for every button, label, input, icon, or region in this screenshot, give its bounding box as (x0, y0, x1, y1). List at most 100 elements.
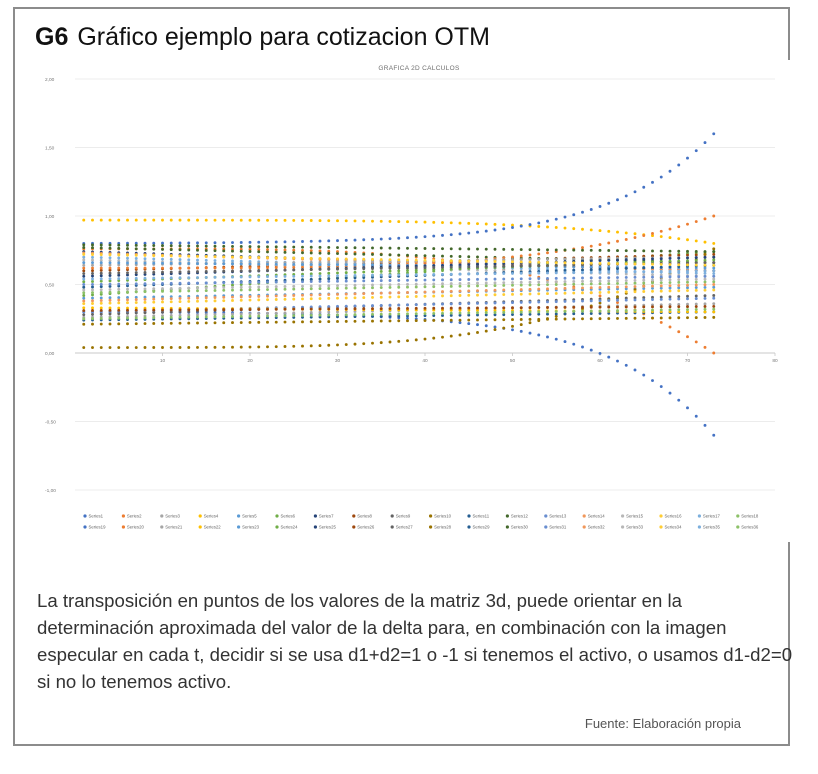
data-point (432, 314, 436, 317)
data-point (581, 248, 584, 252)
data-point (99, 288, 103, 292)
data-point (248, 262, 252, 266)
figure-label: G6 (35, 23, 69, 51)
data-point (677, 286, 681, 290)
data-point (371, 270, 374, 274)
data-point (99, 266, 103, 270)
data-point (82, 313, 86, 317)
data-point (546, 225, 549, 229)
data-point (686, 283, 689, 287)
data-point (108, 296, 112, 300)
legend-marker (390, 525, 394, 529)
data-point (484, 324, 488, 328)
data-point (563, 263, 567, 267)
data-point (204, 266, 208, 270)
legend-marker (429, 525, 433, 529)
data-point (178, 313, 182, 317)
legend-marker (313, 514, 317, 518)
legend-entry: Series21 (160, 525, 183, 530)
data-point (712, 280, 716, 284)
legend-entry: Series15 (621, 514, 644, 519)
data-point (624, 249, 628, 253)
data-point (633, 285, 637, 289)
data-point (703, 302, 707, 306)
data-point (134, 257, 138, 260)
data-point (633, 368, 637, 372)
data-point (362, 307, 366, 311)
data-point (659, 262, 663, 266)
data-point (484, 313, 488, 317)
data-point (344, 313, 348, 317)
data-point (222, 321, 226, 325)
legend-label: Series4 (204, 514, 219, 519)
data-point (642, 373, 646, 377)
data-point (467, 308, 471, 312)
data-point (607, 229, 611, 233)
data-point (266, 307, 269, 311)
data-point (624, 285, 628, 289)
data-point (563, 271, 567, 275)
data-point (677, 256, 681, 260)
data-point (589, 270, 593, 274)
data-point (239, 249, 243, 253)
data-point (213, 249, 217, 253)
legend-label: Series12 (511, 514, 529, 519)
data-point (703, 261, 707, 265)
data-point (91, 293, 94, 297)
data-point (423, 235, 427, 239)
data-point (336, 320, 339, 323)
data-point (257, 269, 261, 272)
data-point (423, 256, 427, 260)
data-point (117, 277, 121, 281)
data-point (406, 314, 409, 318)
data-point (406, 319, 409, 323)
data-point (703, 307, 707, 311)
data-point (301, 240, 304, 243)
data-point (82, 302, 86, 306)
legend-label: Series5 (242, 514, 257, 519)
figure-heading: G6 Gráfico ejemplo para cotizacion OTM (35, 23, 490, 52)
data-point (458, 232, 462, 236)
data-point (677, 398, 681, 402)
data-point (589, 317, 593, 321)
data-point (423, 306, 427, 310)
data-point (712, 304, 716, 308)
data-point (99, 277, 103, 281)
data-point (677, 253, 681, 257)
data-point (99, 322, 103, 326)
data-point (642, 234, 646, 238)
data-point (318, 267, 322, 271)
data-point (178, 315, 182, 319)
data-point (467, 272, 471, 276)
data-point (406, 220, 409, 224)
data-point (554, 287, 558, 291)
data-point (353, 270, 357, 274)
data-point (484, 301, 488, 305)
legend-marker (275, 525, 279, 529)
data-point (91, 269, 94, 273)
data-point (371, 286, 374, 290)
data-point (196, 296, 199, 300)
data-point (449, 302, 453, 306)
data-point (467, 313, 471, 317)
data-point (572, 263, 576, 267)
data-point (484, 293, 488, 297)
data-point (371, 273, 374, 277)
x-tick-label: 10 (160, 358, 166, 364)
data-point (607, 317, 611, 320)
data-point (659, 254, 663, 258)
data-point (327, 320, 331, 324)
data-point (283, 274, 287, 278)
data-point (712, 132, 716, 136)
data-point (406, 269, 409, 272)
data-point (563, 269, 567, 272)
data-point (441, 302, 444, 306)
data-point (642, 185, 646, 189)
legend-marker (237, 525, 241, 529)
data-point (546, 310, 549, 314)
data-point (134, 241, 138, 245)
data-point (318, 274, 322, 278)
data-point (318, 287, 322, 291)
data-point (423, 314, 427, 318)
data-point (441, 313, 444, 317)
